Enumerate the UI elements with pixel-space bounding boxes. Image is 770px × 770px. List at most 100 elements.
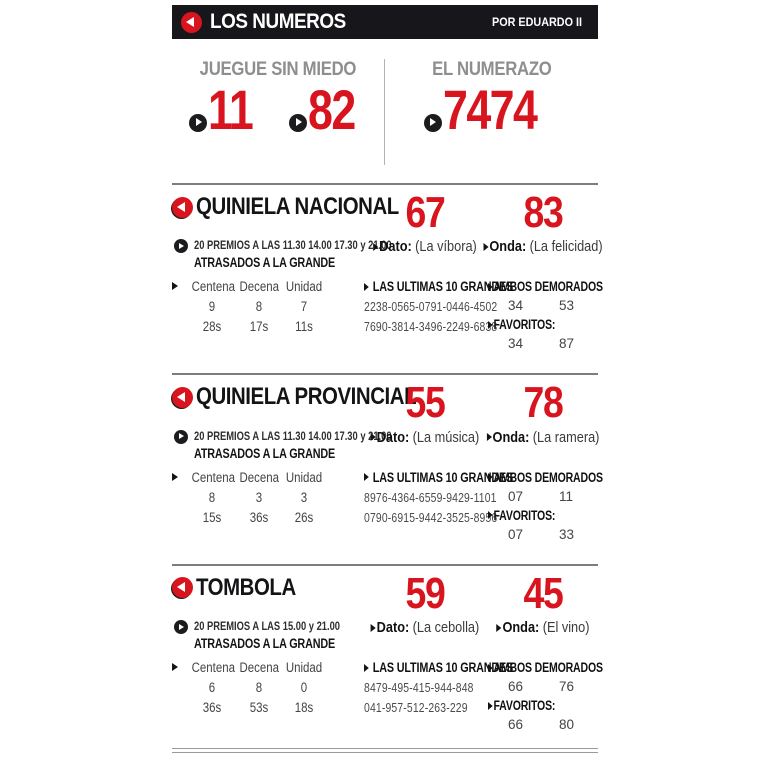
- dato-tag: Dato: (La cebolla): [370, 619, 480, 637]
- section-title: QUINIELA PROVINCIAL: [196, 383, 417, 411]
- table-cell: 3: [255, 489, 263, 505]
- column-header: Centena: [191, 279, 235, 295]
- column-header: Unidad: [285, 469, 323, 485]
- featured-number-value: 82: [308, 78, 356, 141]
- play-right-circle-icon: [189, 113, 208, 132]
- table-cell: 36s: [249, 509, 269, 525]
- favoritos-header: FAVORITOS:: [488, 698, 574, 713]
- section-tombola: TOMBOLA 59 45 20 PREMIOS A LAS 15.00 y 2…: [172, 563, 603, 736]
- onda-value: (El vino): [542, 619, 590, 637]
- schedule: 20 PREMIOS A LAS 11.30 14.00 17.30 y 21.…: [172, 429, 392, 461]
- section-header: QUINIELA NACIONAL: [172, 193, 399, 221]
- onda-number: 78: [523, 378, 563, 428]
- right-triangle-icon: [488, 473, 493, 482]
- schedule-times: 20 PREMIOS A LAS 11.30 14.00 17.30 y 21.…: [194, 428, 392, 443]
- right-triangle-icon: [364, 282, 369, 291]
- favoritos-value: 66: [508, 717, 524, 733]
- right-triangle-icon: [364, 663, 369, 672]
- ultimas-grandes: LAS ULTIMAS 10 GRANDES 8479-495-415-944-…: [362, 660, 513, 716]
- section-header: TOMBOLA: [172, 574, 362, 602]
- table-cell: 26s: [294, 509, 314, 525]
- section-quiniela-provincial: QUINIELA PROVINCIAL 55 78 20 PREMIOS A L…: [172, 373, 603, 545]
- right-triangle-icon: [488, 320, 493, 329]
- grandes-label: LAS ULTIMAS 10 GRANDES: [372, 469, 514, 485]
- table-cell: 6: [208, 680, 216, 696]
- table-cell: 11s: [295, 319, 313, 335]
- grandes-row: 8976-4364-6559-9429-1101: [364, 489, 497, 505]
- byline: POR EDUARDO II: [491, 15, 582, 29]
- schedule-note: ATRASADOS A LA GRANDE: [194, 636, 336, 652]
- play-left-circle-icon: [172, 386, 193, 408]
- ambos-value: 53: [559, 298, 575, 314]
- section-title: TOMBOLA: [196, 573, 296, 601]
- right-triangle-icon: [488, 663, 493, 672]
- ambos-header: AMBOS DEMORADOS: [488, 470, 603, 485]
- bottom-divider: [172, 748, 598, 754]
- column-header: Unidad: [285, 660, 323, 676]
- dato-value: (La cebolla): [412, 619, 480, 637]
- dato-tag: Dato: (La música): [370, 428, 479, 446]
- ambos-header: AMBOS DEMORADOS: [488, 660, 603, 675]
- table-cell: 36s: [202, 700, 222, 716]
- demorados-favoritos: AMBOS DEMORADOS 66 76 FAVORITOS: 66 80: [488, 660, 603, 736]
- column-header: Decena: [239, 469, 280, 485]
- table-cell: 53s: [249, 700, 269, 716]
- favoritos-label: FAVORITOS:: [493, 317, 556, 333]
- play-left-circle-icon: [181, 11, 202, 33]
- play-right-circle-icon: [289, 113, 308, 132]
- onda-value: (La felicidad): [529, 238, 603, 256]
- grandes-label: LAS ULTIMAS 10 GRANDES: [372, 279, 514, 295]
- ambos-value: 66: [508, 679, 524, 695]
- right-triangle-icon: [172, 282, 178, 291]
- play-left-circle-icon: [172, 577, 193, 599]
- dato-value: (La víbora): [415, 238, 477, 256]
- play-right-circle-icon: [174, 620, 188, 635]
- dato-label: Dato:: [376, 428, 410, 446]
- table-cell: 3: [300, 489, 308, 505]
- favoritos-header: FAVORITOS:: [488, 317, 574, 332]
- schedule: 20 PREMIOS A LAS 11.30 14.00 17.30 y 21.…: [172, 238, 392, 270]
- favoritos-value: 34: [508, 336, 524, 352]
- table-cell: 28s: [202, 319, 222, 335]
- panel-label: EL NUMERAZO: [431, 59, 552, 80]
- right-triangle-icon: [370, 623, 376, 632]
- table-cell: 0: [300, 680, 308, 696]
- grandes-row: 0790-6915-9442-3525-8956: [364, 509, 498, 525]
- dato-number: 67: [405, 188, 445, 237]
- cdu-table: Centena Decena Unidad 6 8 0 36s 53s 18s: [172, 660, 362, 715]
- dato-label: Dato:: [379, 238, 412, 256]
- right-triangle-icon: [364, 473, 369, 482]
- schedule-times: 20 PREMIOS A LAS 15.00 y 21.00: [194, 619, 341, 634]
- favoritos-value: 07: [508, 526, 524, 542]
- right-triangle-icon: [486, 433, 492, 442]
- onda-number: 45: [523, 568, 563, 618]
- right-triangle-icon: [488, 511, 493, 520]
- favoritos-value: 33: [559, 526, 575, 542]
- ambos-label: AMBOS DEMORADOS: [493, 279, 603, 295]
- play-right-circle-icon: [174, 239, 188, 254]
- onda-tag: Onda: (La ramera): [486, 429, 599, 446]
- grandes-label: LAS ULTIMAS 10 GRANDES: [372, 660, 514, 676]
- table-cell: 8: [255, 299, 263, 315]
- favoritos-value: 87: [559, 336, 575, 352]
- grandes-row: 8479-495-415-944-848: [364, 680, 474, 696]
- featured-numbers: 7474: [423, 81, 560, 138]
- ambos-label: AMBOS DEMORADOS: [493, 469, 603, 485]
- play-right-circle-icon: [423, 113, 442, 132]
- featured-numbers: 11 82: [189, 78, 367, 141]
- column-header: Decena: [239, 660, 280, 676]
- section-title: QUINIELA NACIONAL: [196, 193, 399, 220]
- table-cell: 15s: [202, 509, 222, 525]
- column-header: Decena: [239, 279, 280, 295]
- grandes-row: 041-957-512-263-229: [364, 700, 468, 716]
- onda-value: (La ramera): [532, 428, 600, 446]
- dato-tag: Dato: (La víbora): [371, 238, 478, 255]
- column-header: Unidad: [285, 279, 323, 295]
- column-header: Centena: [191, 469, 235, 485]
- section-divider: [172, 373, 598, 376]
- lottery-board: LOS NUMEROS POR EDUARDO II JUEGUE SIN MI…: [172, 0, 603, 754]
- favoritos-values: 07 33: [488, 527, 598, 542]
- grandes-header: LAS ULTIMAS 10 GRANDES: [364, 279, 513, 294]
- featured-number: 7474: [423, 81, 560, 138]
- featured-number: 82: [289, 78, 366, 141]
